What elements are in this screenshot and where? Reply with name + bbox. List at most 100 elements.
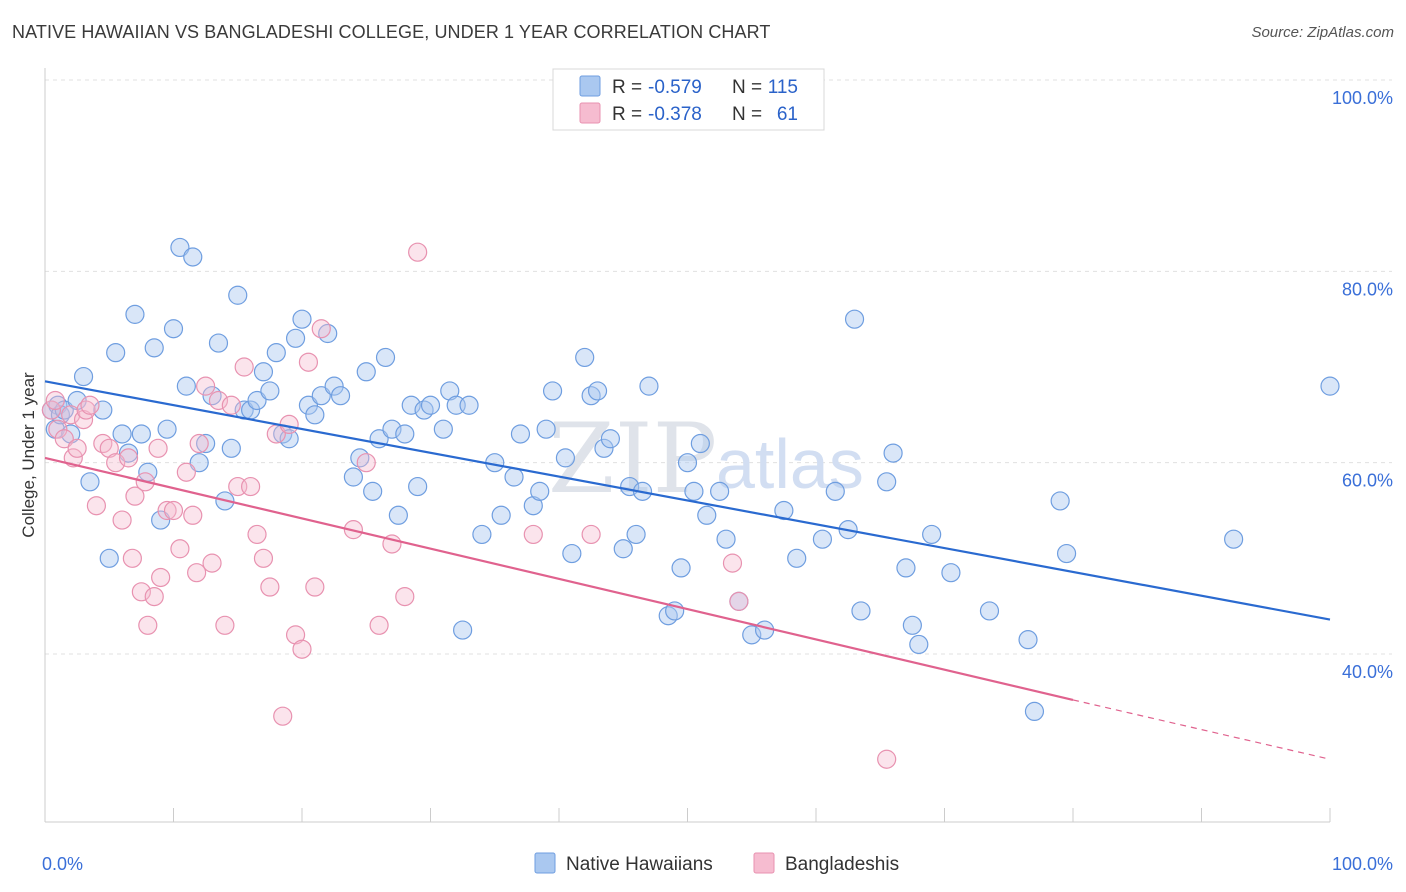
trend-lines bbox=[44, 380, 1331, 760]
native-hawaiians-point bbox=[228, 285, 248, 305]
native-hawaiians-point bbox=[73, 366, 94, 387]
native-hawaiians-point bbox=[742, 625, 762, 645]
native-hawaiians-point bbox=[504, 467, 524, 487]
native-hawaiians-point bbox=[1024, 701, 1045, 722]
bangladeshis-point bbox=[395, 586, 415, 607]
bangladeshis-point bbox=[221, 395, 241, 415]
native-hawaiians-point bbox=[253, 362, 274, 382]
stats-legend: R = -0.579 N = 115 R = -0.378 N = 61 bbox=[552, 68, 825, 131]
native-hawaiians-trend-line bbox=[44, 380, 1331, 621]
legend-r-label-2: R = bbox=[612, 104, 642, 125]
bangladeshis-point bbox=[273, 706, 293, 726]
bangladeshis-point bbox=[125, 486, 145, 506]
native-hawaiians-point bbox=[118, 443, 139, 463]
bangladeshis-trend-line bbox=[44, 456, 1074, 701]
bangladeshis-point bbox=[183, 505, 203, 525]
native-hawaiians-point bbox=[131, 424, 151, 444]
native-hawaiians-point bbox=[125, 304, 145, 324]
native-hawaiians-point bbox=[774, 500, 794, 521]
y-tick-label-80: 80.0% bbox=[1342, 279, 1393, 299]
bangladeshis-point bbox=[722, 553, 743, 573]
native-hawaiians-point bbox=[382, 419, 402, 439]
native-hawaiians-point bbox=[170, 237, 190, 258]
bangladeshis-point bbox=[106, 453, 126, 473]
native-hawaiians-point bbox=[594, 438, 614, 458]
native-hawaiians-point bbox=[221, 438, 241, 458]
native-hawaiians-point bbox=[909, 634, 929, 655]
native-hawaiians-point bbox=[523, 496, 543, 516]
native-hawaiians-point bbox=[80, 472, 100, 492]
native-hawaiians-point bbox=[247, 390, 267, 411]
native-hawaiians-point bbox=[536, 419, 556, 439]
legend-r-label-1: R = bbox=[612, 77, 642, 98]
native-hawaiians-point bbox=[1018, 630, 1038, 650]
native-hawaiians-point bbox=[363, 481, 383, 501]
native-hawaiians-point bbox=[979, 601, 1000, 621]
native-hawaiians-point bbox=[292, 309, 312, 329]
native-hawaiians-point bbox=[401, 395, 421, 415]
native-hawaiians-point bbox=[285, 328, 306, 348]
legend-n-label-1: N = bbox=[732, 77, 762, 98]
native-hawaiians-point bbox=[851, 601, 871, 621]
native-hawaiians-point bbox=[266, 343, 286, 363]
bangladeshis-point bbox=[151, 567, 171, 588]
bangladeshis-point bbox=[729, 591, 749, 611]
grid bbox=[45, 79, 1392, 655]
bangladeshis-point bbox=[148, 438, 168, 458]
native-hawaiians-point bbox=[260, 381, 280, 401]
series-legend: Native Hawaiians Bangladeshis bbox=[534, 852, 899, 875]
native-hawaiians-point bbox=[144, 338, 164, 358]
legend-r-value-2: -0.378 bbox=[648, 104, 702, 125]
native-hawaiians-point bbox=[420, 395, 441, 415]
bangladeshis-point bbox=[122, 548, 142, 568]
native-hawaiians-point bbox=[472, 524, 492, 545]
native-hawaiians-point bbox=[671, 558, 691, 578]
native-hawaiians-point bbox=[196, 433, 216, 454]
bangladeshis-point bbox=[247, 524, 267, 545]
bangladeshis-point bbox=[170, 539, 190, 559]
native-hawaiians-point bbox=[530, 481, 550, 501]
series-swatch-bangladeshis bbox=[753, 852, 775, 874]
native-hawaiians-point bbox=[922, 524, 942, 545]
bangladeshis-point bbox=[241, 476, 261, 497]
bangladeshis-point bbox=[234, 357, 254, 377]
legend-swatch-blue bbox=[579, 75, 601, 97]
legend-n-label-2: N = bbox=[732, 104, 762, 125]
bangladeshis-point bbox=[41, 400, 62, 420]
native-hawaiians-point bbox=[311, 386, 331, 406]
native-hawaiians-point bbox=[356, 362, 376, 382]
legend-r-value-1: -0.579 bbox=[648, 77, 702, 98]
native-hawaiians-point bbox=[298, 395, 319, 415]
series-label-native-hawaiians: Native Hawaiians bbox=[566, 854, 713, 875]
bangladeshis-point bbox=[189, 433, 209, 454]
native-hawaiians-point bbox=[440, 381, 460, 401]
bangladeshis-point bbox=[131, 582, 151, 602]
native-hawaiians-point bbox=[395, 424, 415, 444]
bangladeshis-point bbox=[202, 553, 222, 573]
native-hawaiians-point bbox=[324, 376, 344, 396]
native-hawaiians-point bbox=[575, 347, 595, 368]
native-hawaiians-point bbox=[562, 543, 582, 564]
native-hawaiians-point bbox=[1050, 491, 1070, 511]
native-hawaiians-point bbox=[112, 424, 132, 444]
bangladeshis-point bbox=[61, 405, 81, 425]
native-hawaiians-point bbox=[896, 558, 916, 578]
axes bbox=[44, 68, 1331, 823]
y-tick-label-60: 60.0% bbox=[1342, 471, 1393, 491]
native-hawaiians-point bbox=[542, 381, 563, 401]
bangladeshis-point bbox=[118, 448, 139, 468]
native-hawaiians-point bbox=[639, 376, 659, 396]
native-hawaiians-point bbox=[151, 510, 171, 530]
native-hawaiians-point bbox=[330, 386, 351, 406]
bangladeshis-point bbox=[187, 563, 207, 583]
native-hawaiians-point bbox=[1056, 543, 1077, 564]
y-tick-label-40: 40.0% bbox=[1342, 662, 1393, 682]
bangladeshis-point bbox=[163, 500, 184, 521]
series-label-bangladeshis: Bangladeshis bbox=[785, 854, 899, 875]
native-hawaiians-point bbox=[510, 424, 531, 444]
native-hawaiians-point bbox=[279, 429, 299, 449]
native-hawaiians-point bbox=[106, 343, 126, 363]
watermark-zip: ZIP bbox=[548, 403, 717, 515]
bangladeshis-point bbox=[260, 577, 280, 597]
